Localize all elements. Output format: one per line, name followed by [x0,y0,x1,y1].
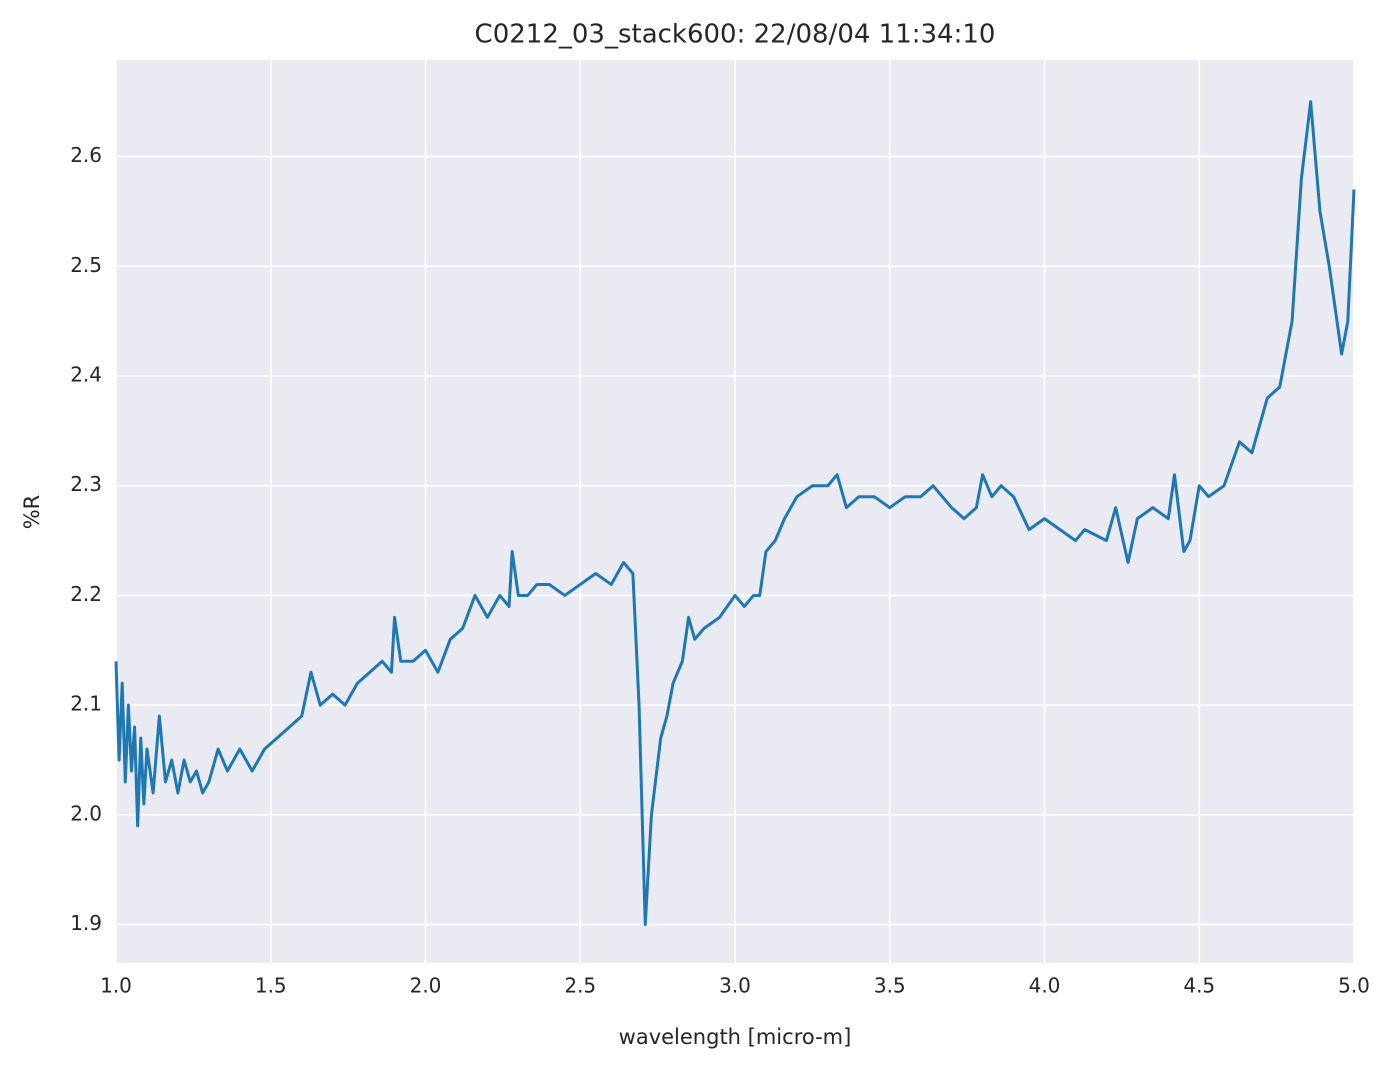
y-tick-label: 2.0 [70,801,102,825]
x-tick-label: 3.5 [874,974,906,998]
x-tick-label: 2.5 [564,974,596,998]
y-tick-label: 2.3 [70,472,102,496]
x-tick-label: 2.0 [410,974,442,998]
y-tick-label: 2.2 [70,582,102,606]
y-tick-label: 2.5 [70,253,102,277]
y-axis-label: %R [20,495,44,530]
x-tick-label: 3.0 [719,974,751,998]
data-line [114,100,1356,927]
y-tick-label: 2.1 [70,692,102,716]
x-tick-label: 1.5 [255,974,287,998]
x-tick-label: 4.5 [1183,974,1215,998]
chart-title: C0212_03_stack600: 22/08/04 11:34:10 [475,20,996,50]
x-axis-label: wavelength [micro-m] [619,1025,852,1049]
y-tick-label: 2.6 [70,143,102,167]
y-tick-label: 2.4 [70,362,102,386]
x-tick-label: 1.0 [100,974,132,998]
y-tick-label: 1.9 [70,911,102,935]
x-tick-label: 4.0 [1029,974,1061,998]
x-tick-label: 5.0 [1338,974,1370,998]
